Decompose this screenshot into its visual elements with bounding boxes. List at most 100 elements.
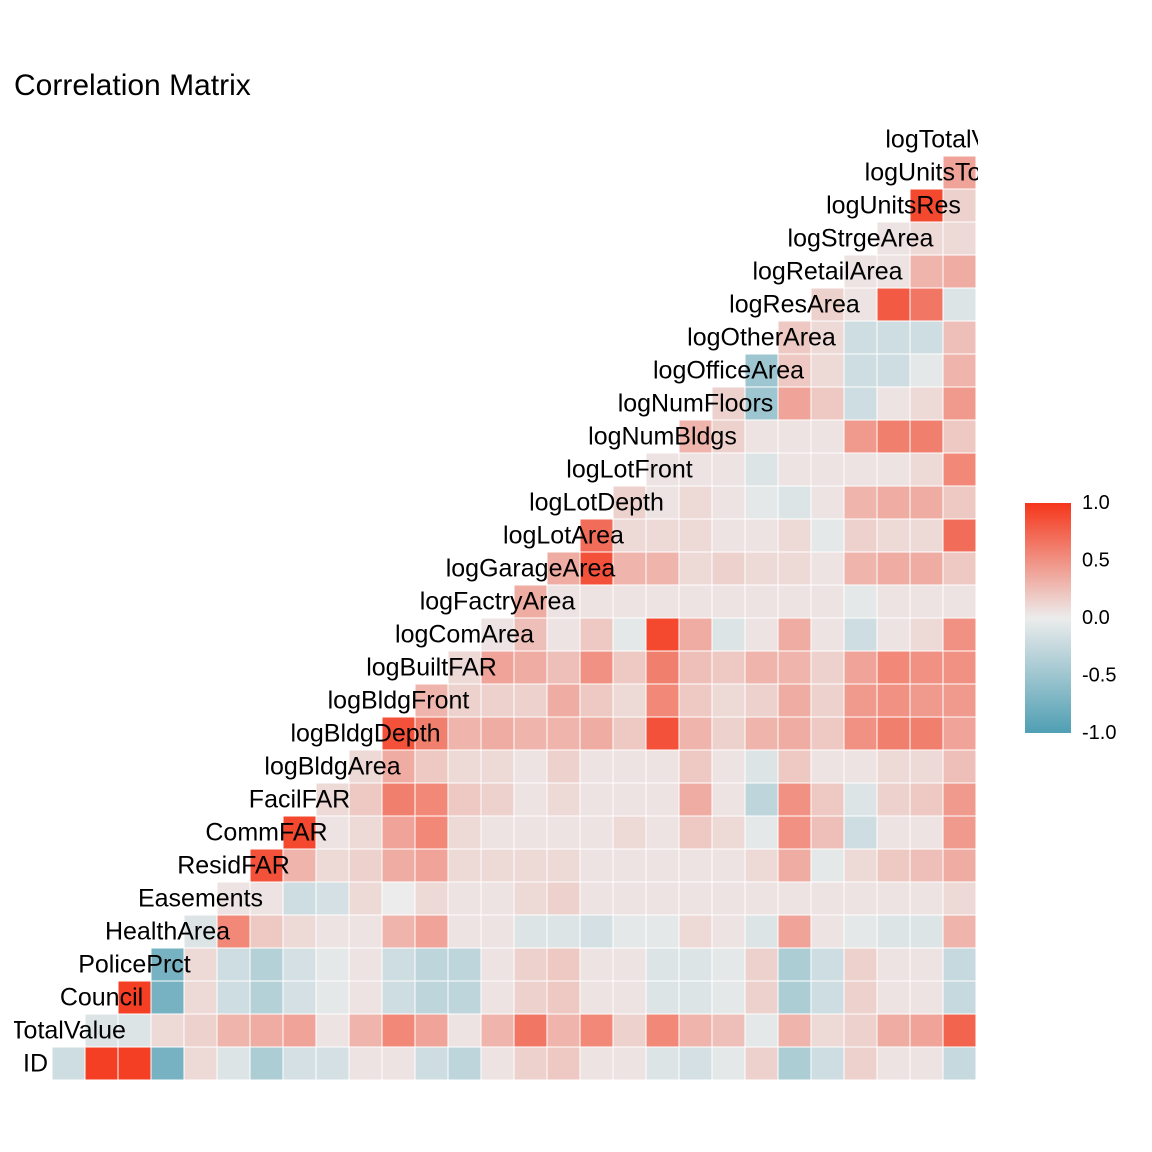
cell-logOfficeArea-logLotFront [711,452,746,487]
cell-logRetailArea-logBuiltFAR [810,650,845,685]
cell-logComArea-logBldgArea [447,749,482,784]
variable-label-logNumFloors: logNumFloors [618,390,774,418]
cell-logUnitsRes-logBuiltFAR [876,650,911,685]
cell-logBldgArea-HealthArea [315,914,350,949]
cell-logStrgeArea-TotalValue [843,1013,878,1048]
cell-logStrgeArea-logNumBldgs [843,419,878,454]
cell-logOfficeArea-logGarageArea [711,551,746,586]
variable-label-Easements: Easements [138,885,263,913]
cell-logLotFront-logBldgDepth [612,716,647,751]
cell-FacilFAR-PolicePrct [282,947,317,982]
cell-logLotDepth-FacilFAR [579,782,614,817]
cell-logRetailArea-ID [810,1046,845,1081]
cell-logResArea-logComArea [777,617,812,652]
cell-logRetailArea-logLotDepth [810,485,845,520]
cell-logOtherArea-logBldgDepth [744,716,779,751]
cell-logUnitsTot-logNumBldgs [909,419,944,454]
cell-logOtherArea-TotalValue [744,1013,779,1048]
cell-logOfficeArea-HealthArea [711,914,746,949]
cell-logResArea-logLotFront [777,452,812,487]
cell-logLotFront-ResidFAR [612,848,647,883]
cell-logBldgDepth-Council [348,980,383,1015]
cell-logResArea-PolicePrct [777,947,812,982]
cell-ResidFAR-PolicePrct [216,947,251,982]
cell-logUnitsTot-TotalValue [909,1013,944,1048]
cell-logOtherArea-PolicePrct [744,947,779,982]
cell-logNumFloors-FacilFAR [678,782,713,817]
cell-logNumFloors-ResidFAR [678,848,713,883]
cell-logOfficeArea-CommFAR [711,815,746,850]
cell-logLotDepth-ID [579,1046,614,1081]
cell-logOfficeArea-ResidFAR [711,848,746,883]
cell-logLotFront-Council [612,980,647,1015]
cell-logRetailArea-logBldgFront [810,683,845,718]
cell-logUnitsTot-logBldgArea [909,749,944,784]
cell-logLotDepth-CommFAR [579,815,614,850]
cell-logResArea-logOtherArea [777,320,812,355]
cell-FacilFAR-TotalValue [282,1013,317,1048]
cell-logBldgArea-TotalValue [315,1013,350,1048]
cell-logOtherArea-logNumBldgs [744,419,779,454]
cell-logNumFloors-PolicePrct [678,947,713,982]
cell-logLotFront-CommFAR [612,815,647,850]
chart-title: Correlation Matrix [14,69,251,102]
cell-logUnitsTot-PolicePrct [909,947,944,982]
cell-logResArea-logBldgDepth [777,716,812,751]
cell-logBldgDepth-PolicePrct [348,947,383,982]
cell-logLotArea-logBldgFront [546,683,581,718]
cell-logRetailArea-logComArea [810,617,845,652]
cell-logUnitsTot-logLotFront [909,452,944,487]
cell-logTotalValue-logUnitsRes [942,188,977,223]
cell-logGarageArea-FacilFAR [513,782,548,817]
cell-logComArea-logBldgDepth [447,716,482,751]
cell-FacilFAR-HealthArea [282,914,317,949]
cell-logUnitsRes-logStrgeArea [876,221,911,256]
cell-logTotalValue-ResidFAR [942,848,977,883]
cell-logNumBldgs-logBldgArea [645,749,680,784]
cell-CommFAR-TotalValue [249,1013,284,1048]
variable-labels: ID TotalValue Council PolicePrct HealthArea E… [14,126,978,1078]
cell-logRetailArea-Easements [810,881,845,916]
cell-logRetailArea-logResArea [810,287,845,322]
cell-logStrgeArea-CommFAR [843,815,878,850]
cell-logLotArea-ResidFAR [546,848,581,883]
cell-logGarageArea-ID [513,1046,548,1081]
cell-logLotDepth-HealthArea [579,914,614,949]
cell-logUnitsRes-logLotDepth [876,485,911,520]
legend-tick-label: -0.5 [1082,665,1116,687]
cell-logUnitsTot-logLotArea [909,518,944,553]
cell-logNumBldgs-Council [645,980,680,1015]
cell-logBldgFront-Council [381,980,416,1015]
cell-logNumFloors-logComArea [678,617,713,652]
cell-logLotArea-FacilFAR [546,782,581,817]
cell-logBldgFront-CommFAR [381,815,416,850]
cell-logTotalValue-ID [942,1046,977,1081]
cell-logRetailArea-logBldgDepth [810,716,845,751]
cell-logOtherArea-logFactryArea [744,584,779,619]
cell-logStrgeArea-logGarageArea [843,551,878,586]
cell-logUnitsTot-logLotDepth [909,485,944,520]
cell-logComArea-TotalValue [447,1013,482,1048]
cell-ResidFAR-TotalValue [216,1013,251,1048]
cell-logLotArea-TotalValue [546,1013,581,1048]
cell-logTotalValue-logOtherArea [942,320,977,355]
cell-HealthArea-TotalValue [150,1013,185,1048]
cell-logUnitsTot-logOtherArea [909,320,944,355]
cell-logFactryArea-logBuiltFAR [480,650,515,685]
cell-logBuiltFAR-Council [414,980,449,1015]
cell-FacilFAR-Easements [282,881,317,916]
cell-logLotDepth-Council [579,980,614,1015]
cell-ResidFAR-Council [216,980,251,1015]
cell-logUnitsTot-logResArea [909,287,944,322]
cell-logNumFloors-CommFAR [678,815,713,850]
cell-logNumFloors-HealthArea [678,914,713,949]
variable-label-logNumBldgs: logNumBldgs [588,423,737,451]
cell-logUnitsRes-FacilFAR [876,782,911,817]
cell-logRetailArea-Council [810,980,845,1015]
cell-logComArea-CommFAR [447,815,482,850]
cell-logStrgeArea-ID [843,1046,878,1081]
cell-logNumBldgs-Easements [645,881,680,916]
legend-tick-label: 1.0 [1082,492,1110,514]
cell-CommFAR-Easements [249,881,284,916]
cell-logFactryArea-PolicePrct [480,947,515,982]
